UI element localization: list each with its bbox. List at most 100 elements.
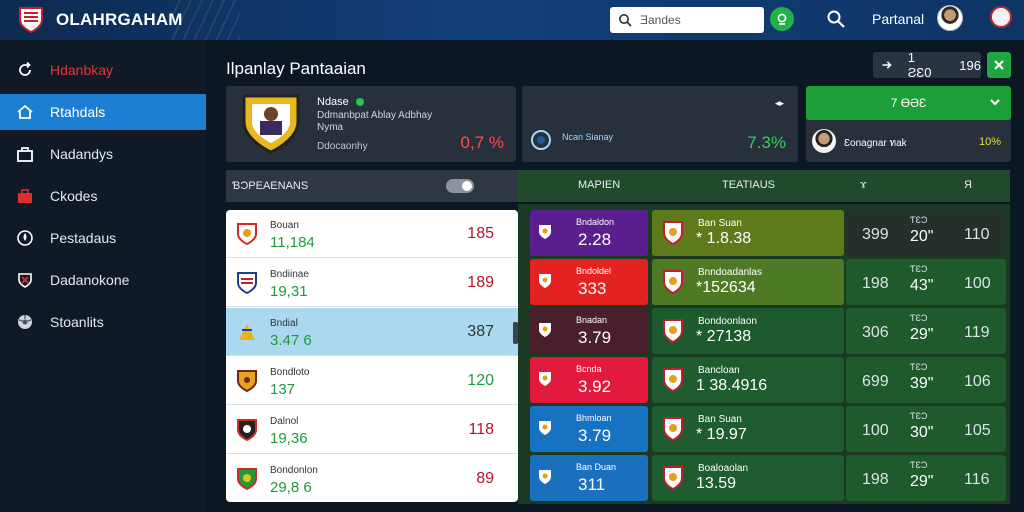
stat-value: 29" bbox=[910, 473, 934, 490]
stat-value: 106 bbox=[964, 373, 991, 390]
control-value-2: 196 bbox=[959, 57, 981, 73]
briefcase-icon bbox=[14, 143, 36, 165]
player-select-value: 7 ƟƏƐ bbox=[890, 96, 927, 110]
grid-header-cell: MAPIEN bbox=[578, 179, 621, 191]
player-name: Bndaldon bbox=[576, 217, 615, 227]
search-input[interactable] bbox=[640, 13, 760, 27]
team-name: Ndase bbox=[317, 96, 349, 108]
player-value: 10% bbox=[978, 136, 1001, 148]
sidebar-item-hdanbkay[interactable]: Hdanbkay bbox=[0, 52, 206, 88]
logo-crest-icon[interactable] bbox=[18, 6, 44, 34]
stat-label: ƬƐƆ bbox=[910, 313, 928, 323]
team-name: Boaloaolan bbox=[698, 463, 749, 474]
grid-cell-player[interactable]: Bndoldel 333 bbox=[530, 259, 648, 305]
grid-cell-team[interactable]: Bnndoadanlas *152634 bbox=[652, 259, 844, 305]
player-name: Bcnda bbox=[576, 364, 602, 374]
grid-cell-stats[interactable]: 306 ƬƐƆ 29" 119 bbox=[846, 308, 1006, 354]
stat-value: 43" bbox=[910, 277, 934, 294]
grid-cell-team[interactable]: Boaloaolan 13.59 bbox=[652, 455, 844, 501]
sidebar-item-rtahdals[interactable]: Rtahdals bbox=[0, 94, 206, 130]
go-button[interactable] bbox=[770, 7, 794, 31]
sidebar-item-label: Pestadaus bbox=[50, 230, 117, 246]
stat-card[interactable]: ◂▸ Ncan Sianay 7.3% bbox=[522, 86, 798, 162]
sidebar-item-ckodes[interactable]: Ckodes bbox=[0, 178, 206, 214]
top-bar: OLAHRGAHAM Partanal bbox=[0, 0, 1024, 40]
grid-cell-player[interactable]: Bhmloan 3.79 bbox=[530, 406, 648, 452]
player-value: 3.79 bbox=[578, 426, 612, 445]
stat-value: 110 bbox=[964, 226, 990, 243]
stat-value: 30" bbox=[910, 424, 934, 441]
table-row[interactable]: Bouan 11,184 185 bbox=[226, 210, 518, 258]
team-points: 189 bbox=[467, 274, 494, 291]
app-title: OLAHRGAHAM bbox=[56, 10, 183, 29]
team-value: *152634 bbox=[696, 279, 756, 296]
team-crest-icon bbox=[663, 368, 683, 393]
team-value: * 27138 bbox=[696, 328, 752, 345]
team-name: Bndial bbox=[270, 318, 298, 329]
team-name: Bondloto bbox=[270, 367, 310, 378]
close-button[interactable] bbox=[987, 52, 1011, 78]
expand-icon[interactable]: ◂▸ bbox=[774, 98, 784, 108]
toolbox-icon bbox=[14, 185, 36, 207]
arrow-right-icon bbox=[882, 61, 892, 69]
go-icon bbox=[777, 13, 787, 25]
team-score: 137 bbox=[270, 381, 296, 398]
grid-header-cell: ɤ bbox=[860, 179, 867, 191]
stat-value: 699 bbox=[862, 373, 889, 390]
chevron-down-icon bbox=[990, 99, 1000, 106]
table-row[interactable]: Bondonlon 29,8 6 89 bbox=[226, 455, 518, 502]
player-value: 3.79 bbox=[578, 328, 612, 347]
grid-cell-player[interactable]: Bndaldon 2.28 bbox=[530, 210, 648, 256]
grid-cell-stats[interactable]: 100 ƬƐƆ 30" 105 bbox=[846, 406, 1006, 452]
stat-value: 100 bbox=[964, 275, 991, 292]
sidebar-item-nadandys[interactable]: Nadandys bbox=[0, 136, 206, 172]
team-subtitle: Ddmanbpat Ablay Adbhay Nyma bbox=[317, 110, 433, 133]
header-stripes bbox=[170, 0, 240, 40]
player-select[interactable]: 7 ƟƏƐ bbox=[806, 86, 1011, 120]
club-badge-icon bbox=[539, 470, 551, 484]
sidebar-item-label: Dadanokone bbox=[50, 272, 130, 288]
close-icon bbox=[994, 60, 1004, 70]
search-box[interactable] bbox=[610, 7, 764, 33]
stat-label: ƬƐƆ bbox=[910, 362, 928, 372]
grid-cell-stats[interactable]: 399 ƬƐƆ 20" 110 bbox=[846, 210, 1006, 256]
team-card[interactable]: Ndase Ddmanbpat Ablay Adbhay Nyma Ddocao… bbox=[226, 86, 516, 162]
avatar[interactable] bbox=[812, 129, 836, 153]
grid-cell-player[interactable]: Bnadan 3.79 bbox=[530, 308, 648, 354]
team-score: 11,184 bbox=[270, 234, 315, 251]
team-value: 1 38.4916 bbox=[696, 377, 768, 394]
table-row[interactable]: Bondloto 137 120 bbox=[226, 357, 518, 405]
grid-cell-stats[interactable]: 198 ƬƐƆ 43" 100 bbox=[846, 259, 1006, 305]
table-row[interactable]: Dalnol 19,36 118 bbox=[226, 406, 518, 454]
club-badge-icon[interactable] bbox=[990, 6, 1012, 28]
sidebar: Hdanbkay Rtahdals Nadandys Ckodes Pestad… bbox=[0, 40, 206, 512]
grid-cell-player[interactable]: Ban Duan 311 bbox=[530, 455, 648, 501]
grid-cell-team[interactable]: Ban Suan * 19.97 bbox=[652, 406, 844, 452]
user-name[interactable]: Partanal bbox=[872, 11, 925, 27]
stat-value: 399 bbox=[862, 226, 889, 243]
grid-cell-player[interactable]: Bcnda 3.92 bbox=[530, 357, 648, 403]
sidebar-item-pestadaus[interactable]: Pestadaus bbox=[0, 220, 206, 256]
team-percent: 0,7 % bbox=[460, 133, 504, 152]
team-name: Ban Suan bbox=[698, 414, 742, 425]
team-score: 29,8 6 bbox=[270, 479, 312, 496]
search-icon[interactable] bbox=[826, 9, 846, 29]
grid-cell-team[interactable]: Bondoonlaon * 27138 bbox=[652, 308, 844, 354]
grid-cell-team[interactable]: Bancloan 1 38.4916 bbox=[652, 357, 844, 403]
table-row[interactable]: Bndial 3.47 6 387 bbox=[226, 308, 518, 356]
sidebar-item-label: Rtahdals bbox=[50, 104, 106, 120]
sidebar-item-dadanokone[interactable]: Dadanokone bbox=[0, 262, 206, 298]
stat-label: ƬƐƆ bbox=[910, 215, 928, 225]
table-row[interactable]: Bndiinae 19,31 189 bbox=[226, 259, 518, 307]
view-toggle[interactable] bbox=[446, 179, 474, 193]
list-scrollbar[interactable] bbox=[513, 322, 518, 344]
avatar[interactable] bbox=[937, 5, 963, 31]
team-crest-icon bbox=[663, 270, 683, 295]
grid-cell-stats[interactable]: 198 ƬƐƆ 29" 116 bbox=[846, 455, 1006, 501]
team-crest-icon bbox=[663, 417, 683, 442]
grid-cell-stats[interactable]: 699 ƬƐƆ 39" 106 bbox=[846, 357, 1006, 403]
team-crest-icon bbox=[663, 221, 683, 246]
grid-cell-team[interactable]: Ban Suan * 1.8.38 bbox=[652, 210, 844, 256]
header-control[interactable]: 1 ƧƐ0 196 bbox=[873, 50, 981, 80]
sidebar-item-stoanlits[interactable]: Stoanlits bbox=[0, 304, 206, 340]
